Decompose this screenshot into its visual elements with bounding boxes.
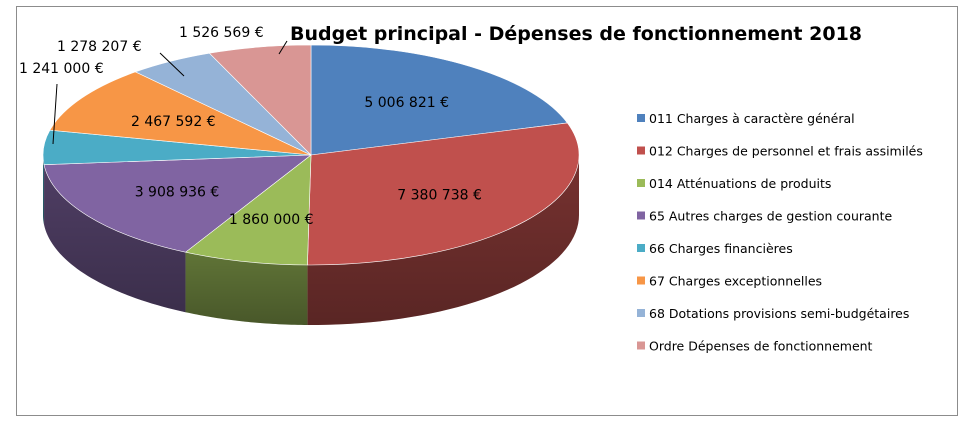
- data-label-0: 5 006 821 €: [364, 95, 449, 111]
- pie-slice-1: [307, 122, 580, 266]
- legend-label-5: 67 Charges exceptionnelles: [649, 274, 822, 289]
- legend-label-2: 014 Atténuations de produits: [649, 176, 831, 191]
- pie-slice-7: [208, 44, 312, 156]
- legend-label-3: 65 Autres charges de gestion courante: [649, 209, 892, 224]
- legend-label-0: 011 Charges à caractère général: [649, 111, 855, 126]
- pie-group: [42, 44, 580, 325]
- pie-slice-3: [43, 154, 312, 253]
- data-label-2: 1 860 000 €: [229, 212, 314, 228]
- legend-label-7: Ordre Dépenses de fonctionnement: [649, 339, 873, 354]
- legend-label-6: 68 Dotations provisions semi-budgétaires: [649, 306, 909, 321]
- pie-side-shade-3: [44, 164, 186, 313]
- legend-swatch-0: [637, 114, 645, 122]
- data-label-1: 7 380 738 €: [397, 188, 482, 204]
- legend-label-4: 66 Charges financières: [649, 241, 793, 256]
- pie-slice-5: [49, 71, 312, 156]
- legend-swatch-5: [637, 276, 645, 285]
- pie-side-shade-1: [307, 155, 579, 325]
- legend-swatch-2: [637, 179, 645, 187]
- legend-swatch-6: [637, 309, 645, 317]
- data-label-3: 3 908 936 €: [135, 185, 220, 201]
- data-label-4: 1 241 000 €: [19, 61, 104, 77]
- data-labels: 5 006 821 € 7 380 738 € 1 860 000 € 3 908 9…: [19, 25, 482, 228]
- legend: 011 Charges à caractère général 012 Charg…: [637, 111, 923, 354]
- data-label-6: 1 278 207 €: [57, 39, 142, 55]
- leader-line-6: [159, 52, 185, 77]
- chart-frame: Budget principal - Dépenses de fonctionn…: [16, 6, 958, 416]
- legend-swatch-7: [637, 341, 645, 350]
- legend-label-1: 012 Charges de personnel et frais assimi…: [649, 144, 923, 159]
- leader-line-4: [52, 83, 58, 145]
- pie-side-shade-4: [43, 155, 45, 225]
- legend-swatch-3: [637, 211, 645, 220]
- pie-chart: Budget principal - Dépenses de fonctionn…: [19, 23, 923, 354]
- data-label-5: 2 467 592 €: [131, 114, 216, 130]
- data-label-7: 1 526 569 €: [179, 25, 264, 41]
- pie-side-shade-2: [185, 252, 308, 325]
- chart-title: Budget principal - Dépenses de fonctionn…: [290, 23, 862, 45]
- pie-slice-2: [184, 154, 312, 266]
- leader-line-7: [278, 40, 288, 55]
- legend-swatch-4: [637, 244, 645, 252]
- pie-slice-0: [310, 44, 568, 156]
- legend-swatch-1: [637, 146, 645, 155]
